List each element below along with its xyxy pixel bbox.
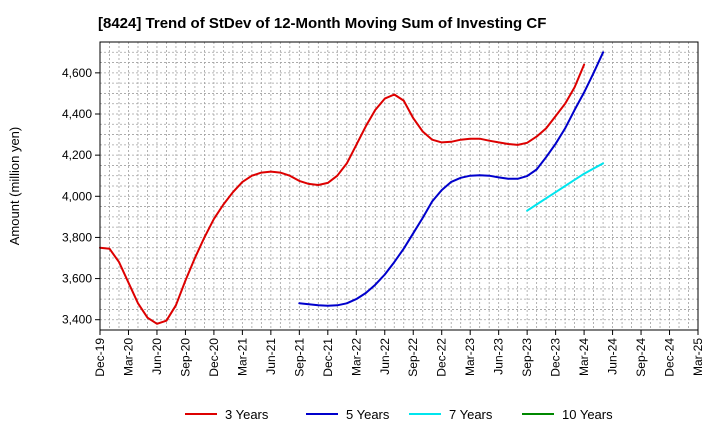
y-tick-label: 4,200 <box>62 148 92 162</box>
x-tick-label: Jun-23 <box>492 338 506 375</box>
x-tick-label: Sep-22 <box>406 338 420 377</box>
y-tick-label: 3,400 <box>62 313 92 327</box>
legend-label: 10 Years <box>562 407 613 422</box>
x-tick-label: Mar-24 <box>577 338 591 376</box>
legend-label: 5 Years <box>346 407 390 422</box>
x-tick-label: Sep-24 <box>634 338 648 377</box>
x-tick-label: Mar-23 <box>463 338 477 376</box>
chart-title: [8424] Trend of StDev of 12-Month Moving… <box>98 15 546 32</box>
y-axis-label: Amount (million yen) <box>7 127 22 246</box>
series-line-3-years <box>99 63 586 325</box>
y-tick-label: 4,600 <box>62 66 92 80</box>
y-tick-label: 4,400 <box>62 107 92 121</box>
grid-lines <box>100 41 698 331</box>
x-tick-label: Dec-21 <box>321 338 335 377</box>
x-tick-label: Jun-21 <box>264 338 278 375</box>
x-tick-label: Dec-23 <box>549 338 563 377</box>
x-tick-label: Sep-23 <box>520 338 534 377</box>
x-tick-label: Jun-20 <box>150 338 164 375</box>
x-tick-label: Mar-22 <box>349 338 363 376</box>
plot-area <box>99 41 699 331</box>
y-axis: 3,400 3,600 3,800 4,000 4,200 4,400 4,600 <box>62 66 100 327</box>
y-tick-label: 4,000 <box>62 189 92 203</box>
legend-label: 7 Years <box>449 407 493 422</box>
x-tick-label: Mar-21 <box>235 338 249 376</box>
legend: 3 Years 5 Years 7 Years 10 Years <box>185 407 613 422</box>
series-layer <box>99 51 605 325</box>
x-tick-label: Dec-22 <box>435 338 449 377</box>
legend-label: 3 Years <box>225 407 269 422</box>
x-tick-label: Jun-22 <box>378 338 392 375</box>
x-tick-label: Dec-24 <box>663 338 677 377</box>
x-tick-label: Mar-25 <box>691 338 705 376</box>
x-tick-label: Dec-19 <box>93 338 107 377</box>
y-tick-label: 3,800 <box>62 230 92 244</box>
x-tick-label: Dec-20 <box>207 338 221 377</box>
y-tick-label: 3,600 <box>62 272 92 286</box>
series-line-7-years <box>526 162 605 212</box>
x-tick-label: Sep-21 <box>292 338 306 377</box>
x-tick-label: Mar-20 <box>121 338 135 376</box>
series-line-5-years <box>298 51 605 307</box>
x-tick-label: Sep-20 <box>178 338 192 377</box>
x-tick-label: Jun-24 <box>606 338 620 375</box>
x-axis: Dec-19 Mar-20 Jun-20 Sep-20 Dec-20 Mar-21 Jun-… <box>93 330 705 377</box>
